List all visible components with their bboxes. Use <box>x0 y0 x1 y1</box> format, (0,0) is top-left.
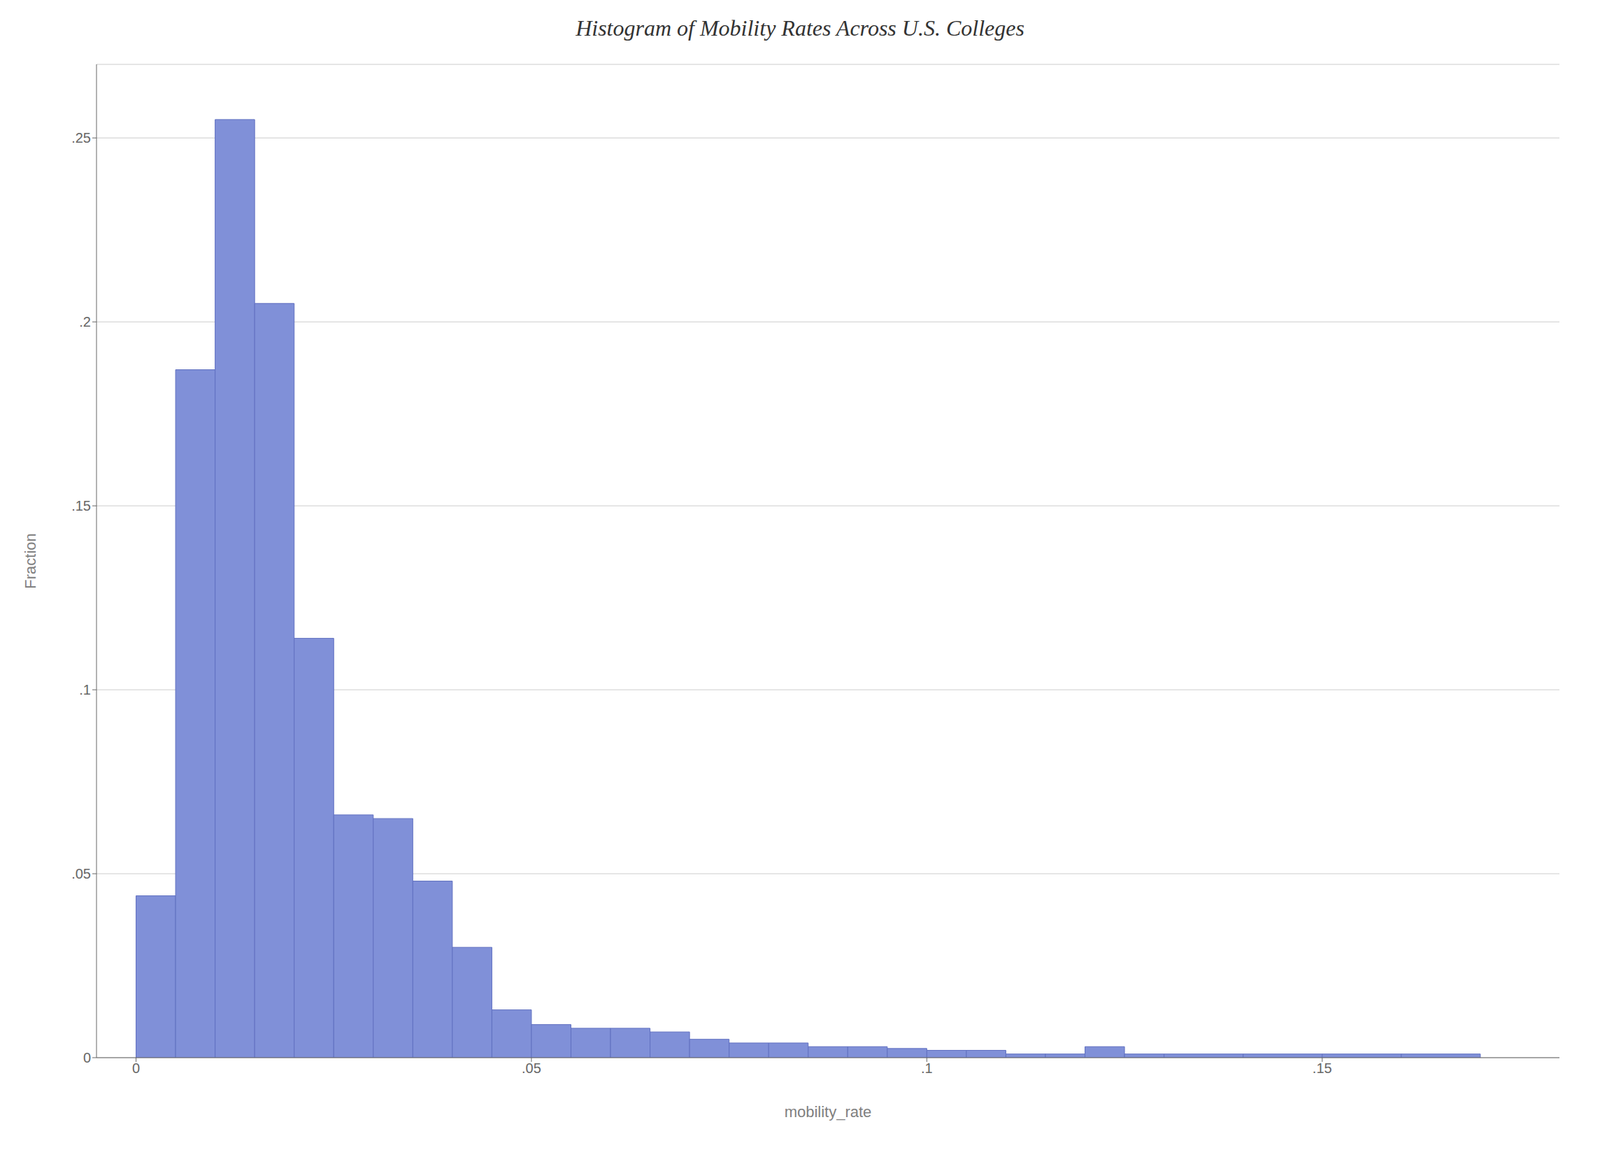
svg-text:0: 0 <box>132 1060 140 1076</box>
svg-text:.15: .15 <box>1312 1060 1333 1076</box>
svg-text:.1: .1 <box>79 681 91 698</box>
html-text:Histogram of Mobility Rates Ac: Histogram of Mobility Rates Across U.S. … <box>575 15 1025 41</box>
svg-text:.05: .05 <box>521 1060 542 1076</box>
svg-text:0: 0 <box>83 1049 91 1066</box>
svg-text:.2: .2 <box>79 313 91 330</box>
svg-text:mobility_rate: mobility_rate <box>784 1102 873 1121</box>
svg-text:.25: .25 <box>71 130 91 146</box>
svg-text:.15: .15 <box>71 497 91 514</box>
svg-text:Fraction: Fraction <box>21 532 40 589</box>
svg-text:.1: .1 <box>920 1060 933 1076</box>
svg-text:.05: .05 <box>71 865 91 882</box>
